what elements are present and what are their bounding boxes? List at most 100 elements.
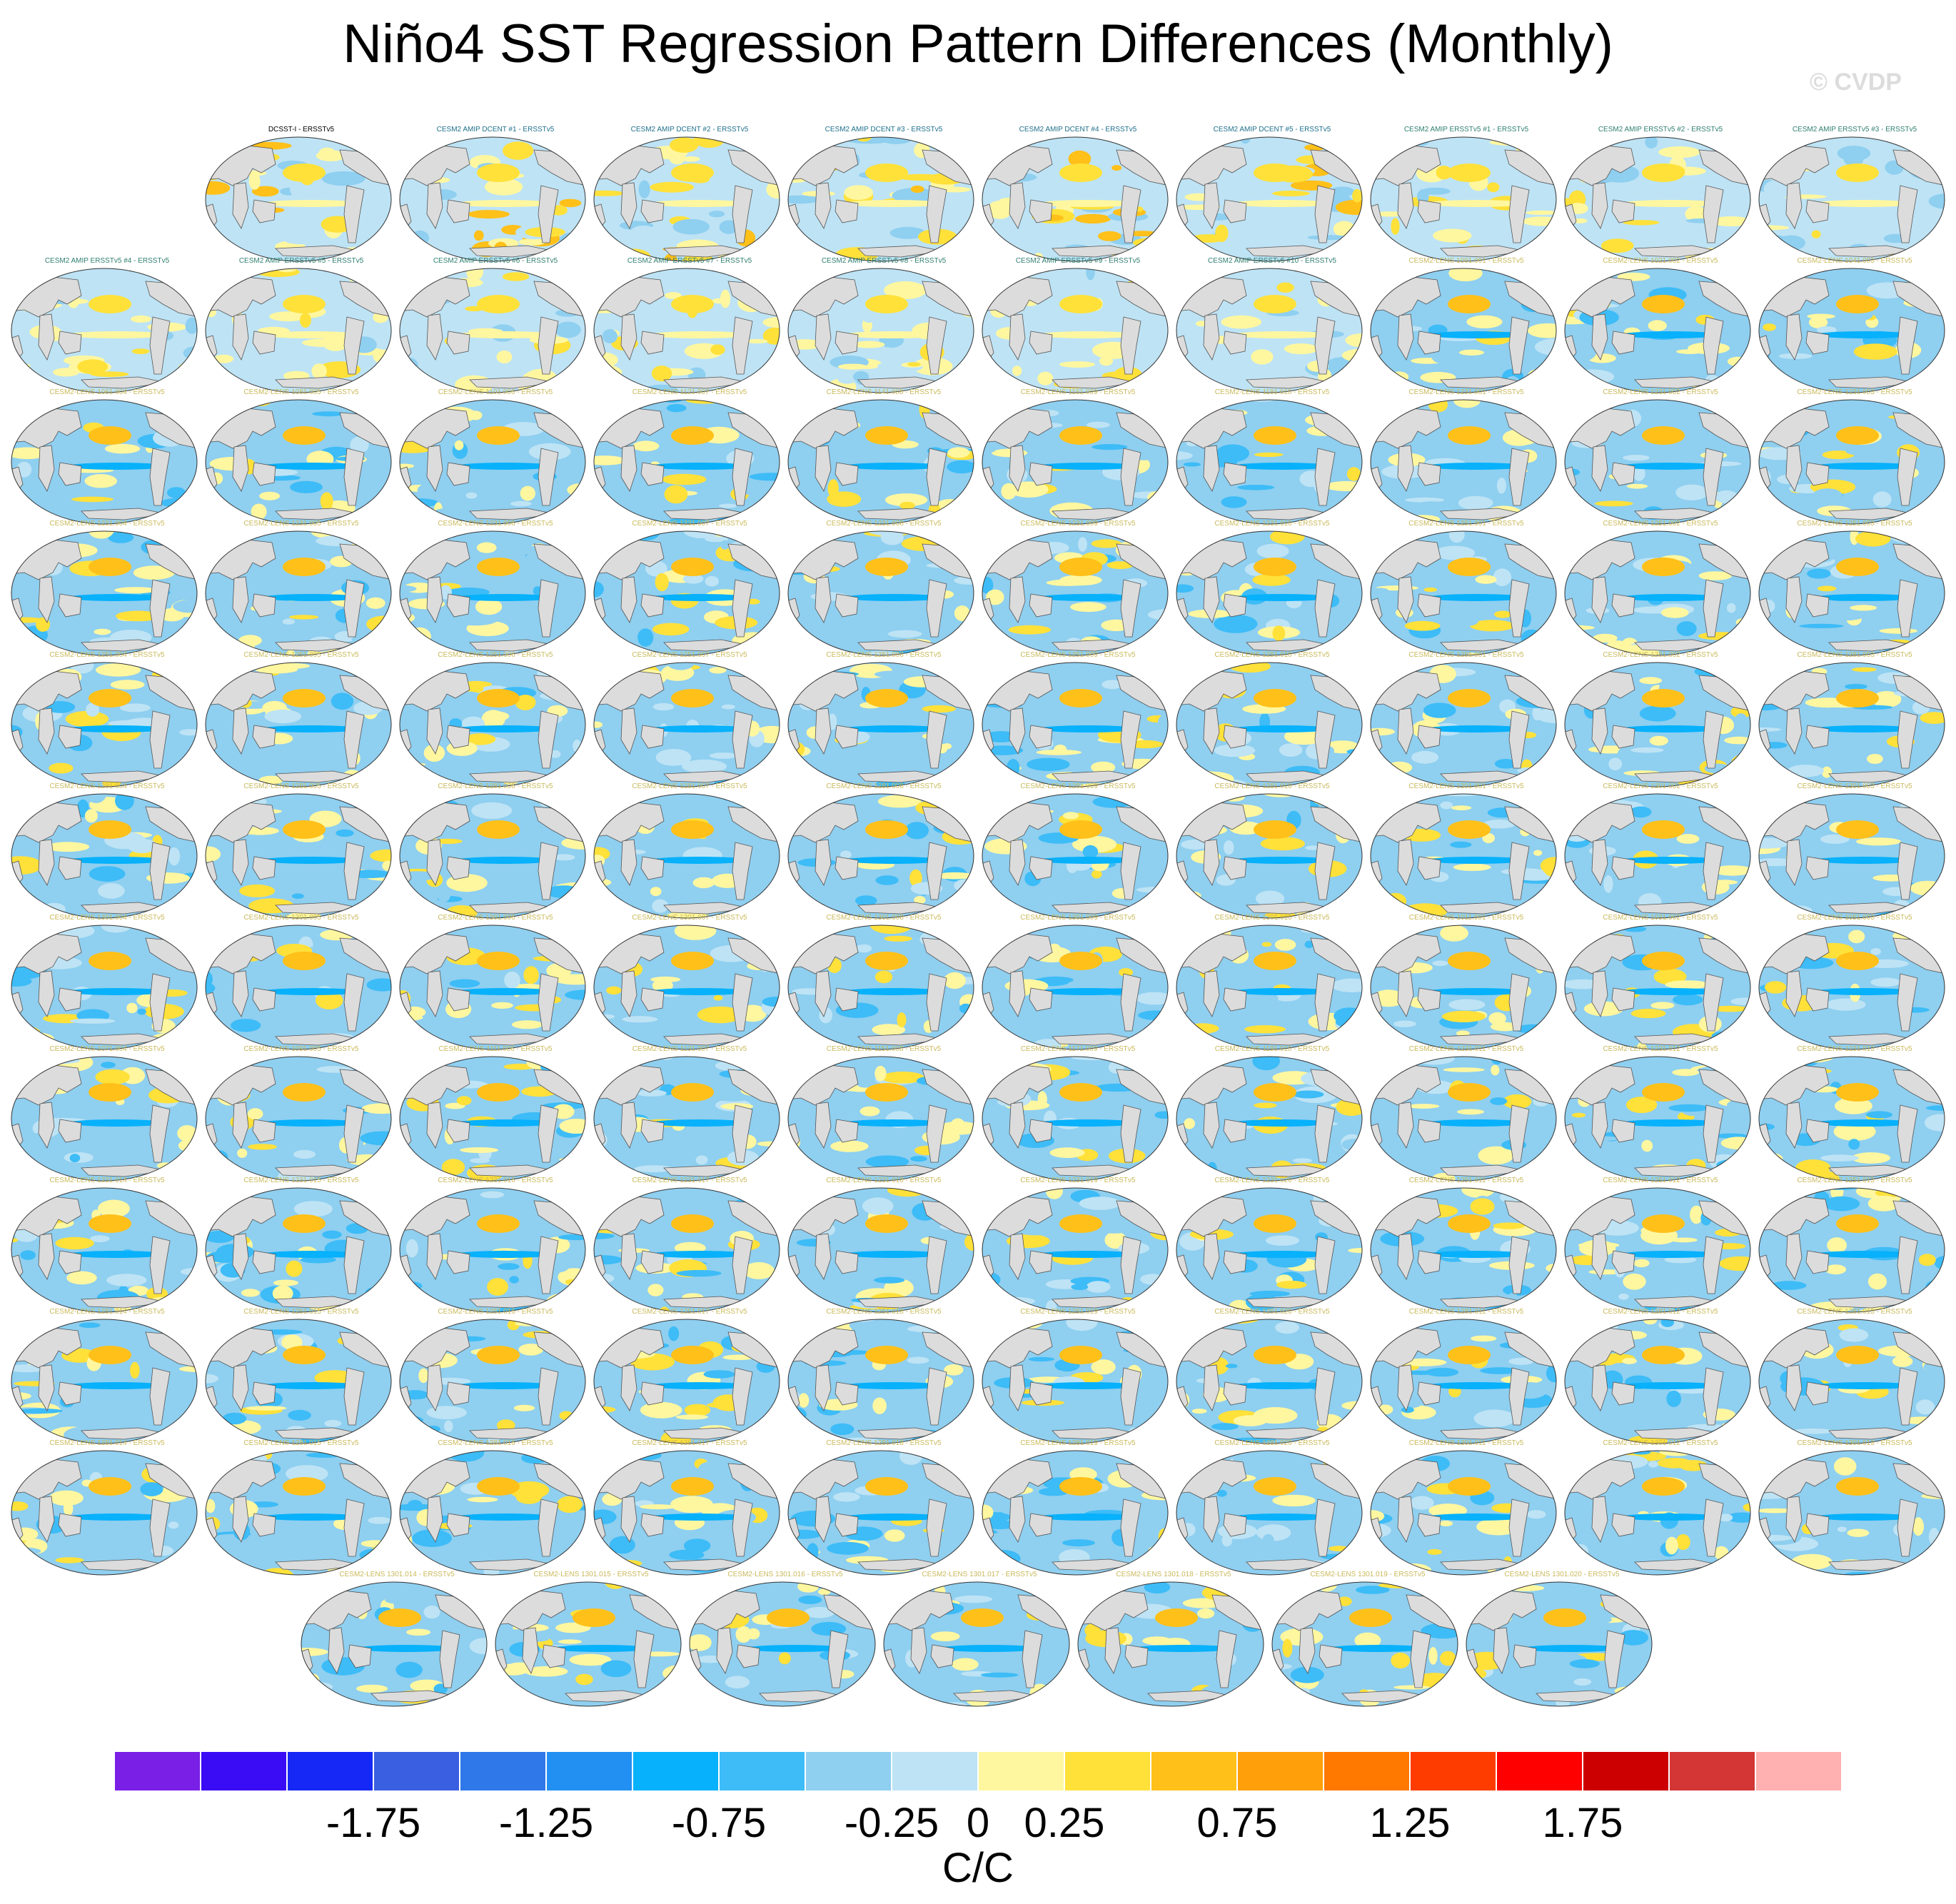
north-pacific-anomaly xyxy=(1254,558,1296,576)
panel-title: CESM2-LENS 1251.019 - ERSSTv5 xyxy=(1020,1308,1136,1316)
anomaly-contour xyxy=(982,1451,1018,1466)
anomaly-contour xyxy=(937,1121,974,1135)
anomaly-contour xyxy=(1405,497,1445,503)
anomaly-contour xyxy=(1843,153,1864,166)
land-mass xyxy=(252,1119,276,1143)
map-panel: CESM2-LENS 1231.005 - ERSSTv5 xyxy=(204,520,398,660)
map-border xyxy=(787,925,974,1050)
anomaly-contour xyxy=(709,667,727,674)
anomaly-contour xyxy=(809,1057,837,1065)
land-mass xyxy=(1397,839,1414,886)
sst-regression-map xyxy=(787,925,974,1050)
map-border xyxy=(11,1187,198,1313)
land-mass xyxy=(640,1119,665,1143)
anomaly-contour xyxy=(523,966,539,984)
sst-regression-map xyxy=(11,662,198,787)
anomaly-contour xyxy=(206,242,234,253)
land-mass xyxy=(1440,1033,1527,1046)
land-mass xyxy=(1120,448,1141,506)
anomaly-contour xyxy=(1470,1198,1495,1215)
panel-title: CESM2 AMIP DCENT #3 - ERSSTv5 xyxy=(825,126,943,134)
map-border xyxy=(205,399,392,525)
anomaly-contour xyxy=(69,1154,81,1163)
anomaly-contour xyxy=(1759,1019,1775,1027)
anomaly-contour xyxy=(473,1530,487,1537)
anomaly-contour xyxy=(237,1148,248,1158)
land-mass xyxy=(1397,1496,1414,1543)
land-mass xyxy=(1120,579,1141,638)
sst-regression-map xyxy=(1176,1056,1363,1182)
map-border xyxy=(593,1187,780,1313)
anomaly-contour xyxy=(89,866,126,882)
land-mass xyxy=(426,313,443,361)
north-pacific-anomaly xyxy=(283,820,326,839)
sst-regression-map xyxy=(205,1056,392,1182)
land-mass xyxy=(426,1496,443,1543)
anomaly-contour xyxy=(1104,1231,1126,1249)
sst-regression-map xyxy=(11,1187,198,1313)
north-pacific-anomaly xyxy=(671,1346,714,1364)
anomaly-contour xyxy=(1196,321,1207,327)
anomaly-contour xyxy=(206,982,216,994)
equatorial-anomaly-band xyxy=(1815,1382,1915,1389)
anomaly-contour xyxy=(994,1426,1019,1437)
map-border xyxy=(1370,1056,1557,1182)
north-pacific-anomaly xyxy=(1059,558,1102,576)
north-pacific-anomaly xyxy=(89,1083,131,1102)
anomaly-contour xyxy=(1146,190,1168,204)
anomaly-contour xyxy=(1759,1451,1773,1467)
anomaly-contour xyxy=(630,226,657,238)
land-mass xyxy=(1508,579,1530,638)
colorbar-swatch xyxy=(1151,1751,1237,1791)
land-mass xyxy=(640,1250,665,1274)
north-pacific-anomaly xyxy=(671,820,714,839)
map-border xyxy=(1758,1187,1945,1313)
anomaly-contour xyxy=(1759,837,1790,849)
equatorial-anomaly-band xyxy=(455,331,555,338)
panel-title: CESM2-LENS 1091.005 - ERSSTv5 xyxy=(243,1045,359,1053)
anomaly-contour xyxy=(126,1002,138,1014)
anomaly-contour xyxy=(14,1032,54,1045)
panel-title: CESM2-LENS 1301.006 - ERSSTv5 xyxy=(438,914,553,922)
anomaly-contour xyxy=(1098,231,1121,241)
north-pacific-anomaly xyxy=(1059,952,1102,970)
map-border xyxy=(399,1450,586,1576)
panel-title: CESM2-LENS 1251.010 - ERSSTv5 xyxy=(1214,651,1330,659)
land-mass xyxy=(1052,376,1139,389)
anomaly-contour xyxy=(798,1595,822,1604)
anomaly-contour xyxy=(987,925,997,930)
anomaly-contour xyxy=(712,298,727,304)
anomaly-contour xyxy=(827,1541,869,1555)
land-mass xyxy=(58,725,82,749)
land-mass xyxy=(663,1164,750,1177)
map-panel: CESM2-LENS 1231.006 - ERSSTv5 xyxy=(398,520,593,660)
land-mass xyxy=(1314,842,1336,900)
anomaly-contour xyxy=(456,1096,472,1106)
anomaly-contour xyxy=(761,400,777,415)
anomaly-contour xyxy=(1533,663,1556,668)
north-pacific-anomaly xyxy=(477,295,520,313)
land-mass xyxy=(81,639,168,652)
land-mass xyxy=(1703,1236,1724,1294)
land-mass xyxy=(1314,973,1336,1032)
land-mass xyxy=(275,508,362,520)
anomaly-contour xyxy=(1228,1299,1251,1312)
anomaly-contour xyxy=(66,1271,97,1285)
anomaly-contour xyxy=(466,268,483,281)
north-pacific-anomaly xyxy=(1448,558,1491,576)
anomaly-contour xyxy=(1395,531,1424,538)
anomaly-contour xyxy=(178,1366,197,1372)
anomaly-contour xyxy=(1215,224,1229,242)
land-mass xyxy=(732,1104,753,1163)
anomaly-contour xyxy=(1037,238,1059,243)
sst-regression-map xyxy=(11,1450,198,1576)
north-pacific-anomaly xyxy=(1448,820,1491,839)
anomaly-contour xyxy=(559,198,582,208)
panel-title: CESM2-LENS 1301.013 - ERSSTv5 xyxy=(1797,1439,1912,1447)
equatorial-anomaly-band xyxy=(1815,857,1915,864)
anomaly-contour xyxy=(778,1652,791,1665)
anomaly-contour xyxy=(1298,1688,1310,1696)
anomaly-contour xyxy=(378,636,391,643)
anomaly-contour xyxy=(49,1057,61,1064)
map-panel: CESM2-LENS 1301.019 - ERSSTv5 xyxy=(1271,1571,1465,1711)
